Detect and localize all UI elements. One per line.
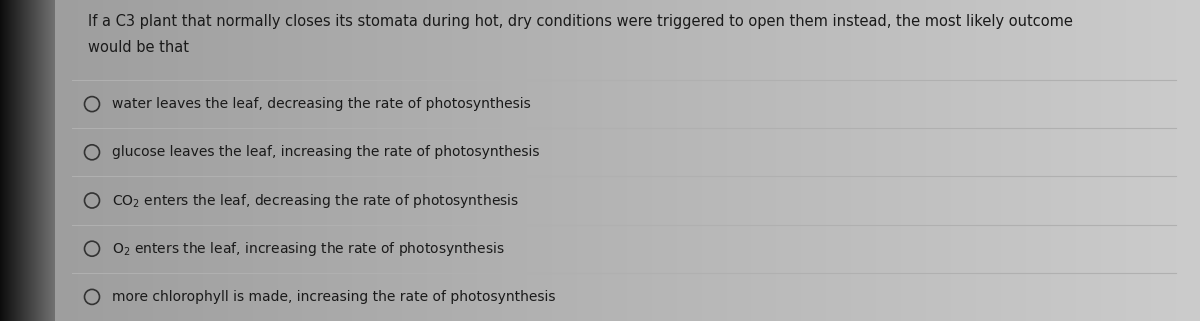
Text: more chlorophyll is made, increasing the rate of photosynthesis: more chlorophyll is made, increasing the… [112,290,556,304]
Text: CO$_2$ enters the leaf, decreasing the rate of photosynthesis: CO$_2$ enters the leaf, decreasing the r… [112,192,520,210]
Text: If a C3 plant that normally closes its stomata during hot, dry conditions were t: If a C3 plant that normally closes its s… [88,14,1073,29]
Text: glucose leaves the leaf, increasing the rate of photosynthesis: glucose leaves the leaf, increasing the … [112,145,540,159]
Text: O$_2$ enters the leaf, increasing the rate of photosynthesis: O$_2$ enters the leaf, increasing the ra… [112,240,505,258]
Text: water leaves the leaf, decreasing the rate of photosynthesis: water leaves the leaf, decreasing the ra… [112,97,530,111]
Text: would be that: would be that [88,40,190,55]
